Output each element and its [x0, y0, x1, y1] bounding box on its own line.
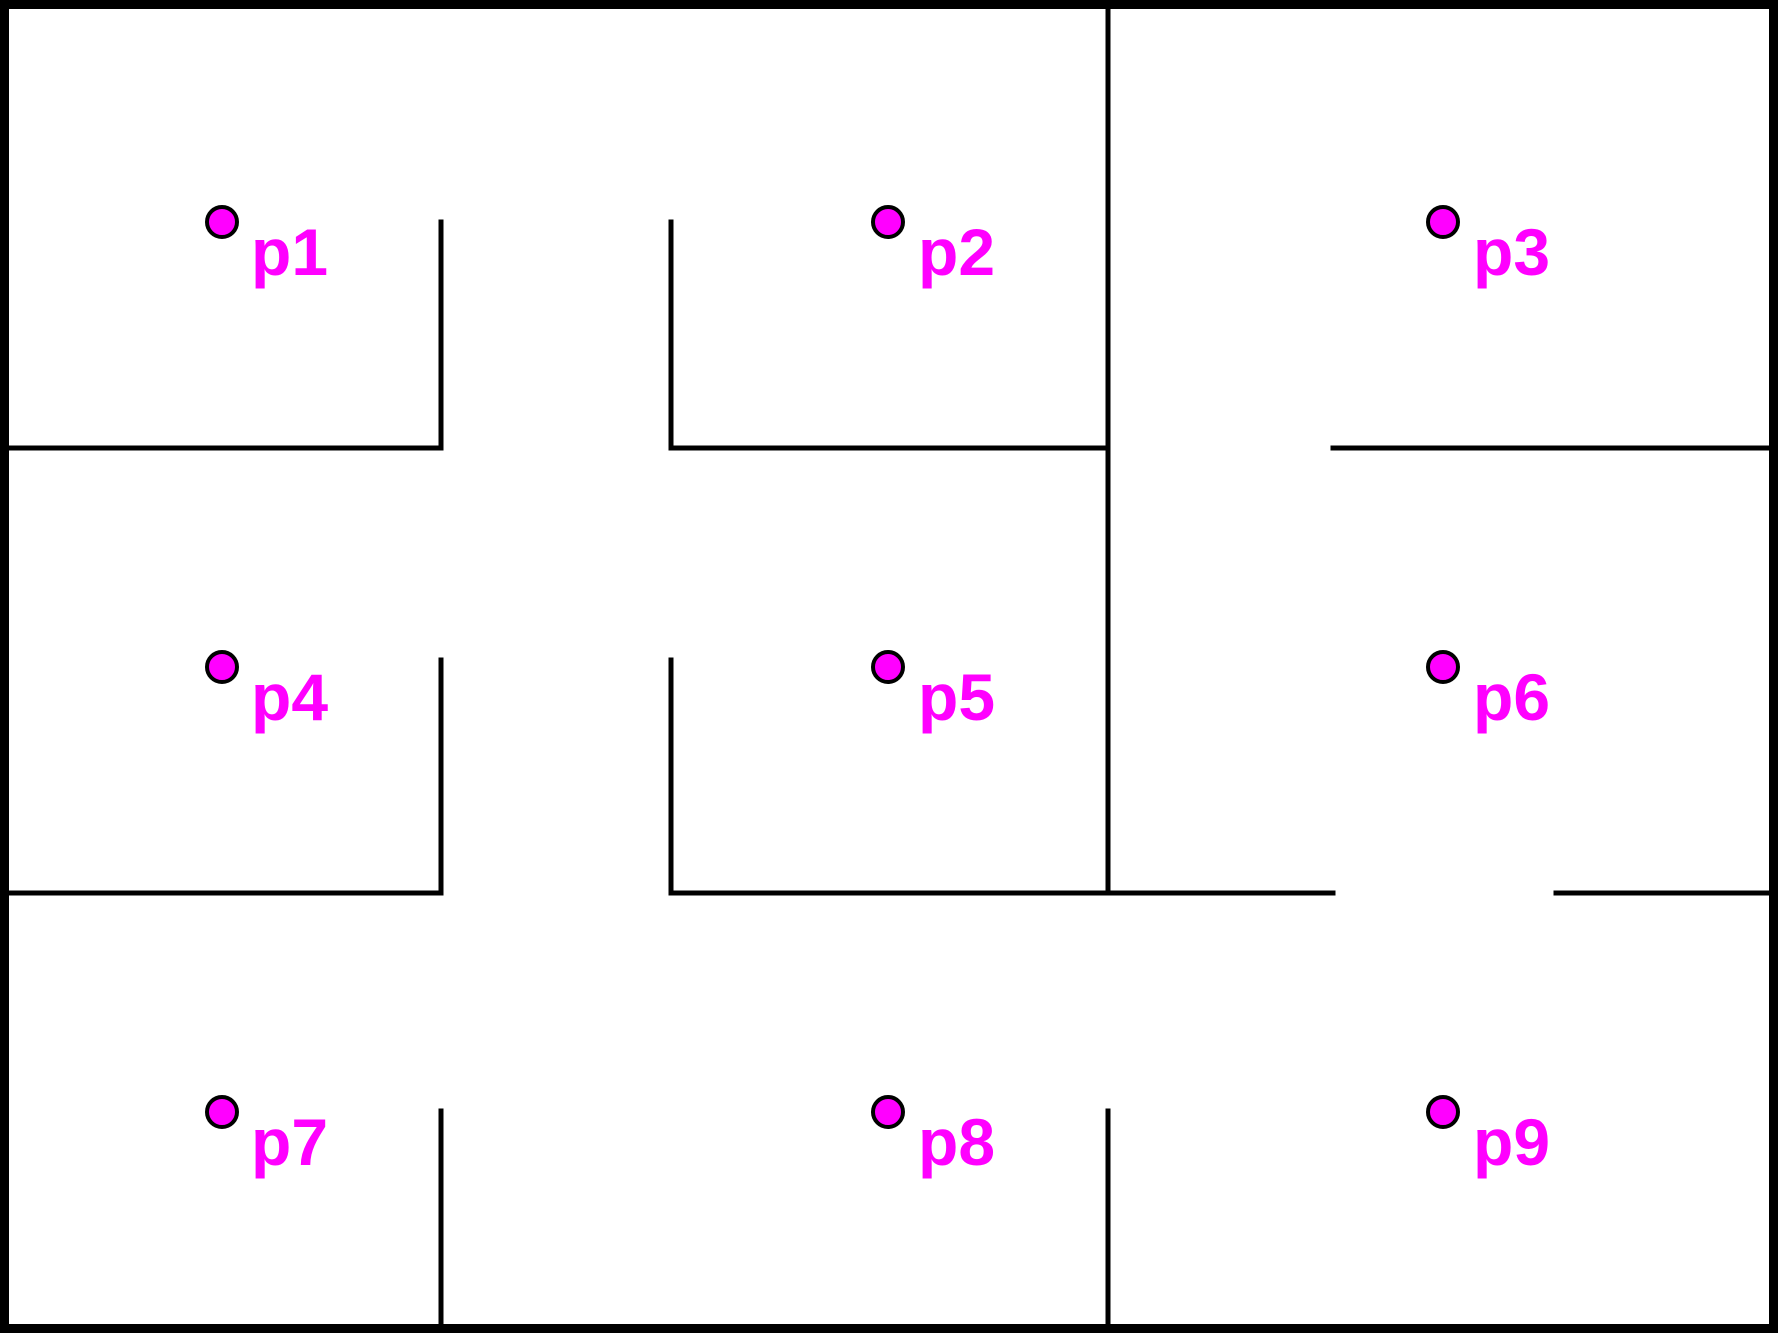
wall-room-p2: [668, 219, 1111, 451]
point-p2: p2: [871, 205, 995, 289]
point-p3: p3: [1426, 205, 1550, 289]
wall-room-p1: [1, 219, 444, 451]
point-label: p1: [251, 215, 328, 289]
point-marker-icon: [1426, 1095, 1460, 1129]
point-marker-icon: [871, 1095, 905, 1129]
point-p8: p8: [871, 1095, 995, 1179]
point-p7: p7: [205, 1095, 328, 1179]
point-p4: p4: [205, 650, 328, 734]
point-marker-icon: [205, 205, 239, 239]
point-label: p7: [251, 1105, 328, 1179]
point-marker-icon: [1426, 650, 1460, 684]
point-label: p5: [918, 660, 995, 734]
point-marker-icon: [205, 650, 239, 684]
point-markers: p1 p2 p3 p4 p5 p6 p7 p8: [205, 205, 1550, 1179]
point-p9: p9: [1426, 1095, 1550, 1179]
point-marker-icon: [871, 205, 905, 239]
wall-room-p4: [1, 657, 444, 896]
wall-room-p5: [668, 657, 1336, 896]
point-p1: p1: [205, 205, 328, 289]
point-label: p3: [1473, 215, 1550, 289]
point-label: p9: [1473, 1105, 1550, 1179]
point-marker-icon: [1426, 205, 1460, 239]
point-p5: p5: [871, 650, 995, 734]
point-marker-icon: [205, 1095, 239, 1129]
point-label: p2: [918, 215, 995, 289]
point-label: p8: [918, 1105, 995, 1179]
point-p6: p6: [1426, 650, 1550, 734]
point-marker-icon: [871, 650, 905, 684]
point-label: p4: [251, 660, 328, 734]
point-label: p6: [1473, 660, 1550, 734]
